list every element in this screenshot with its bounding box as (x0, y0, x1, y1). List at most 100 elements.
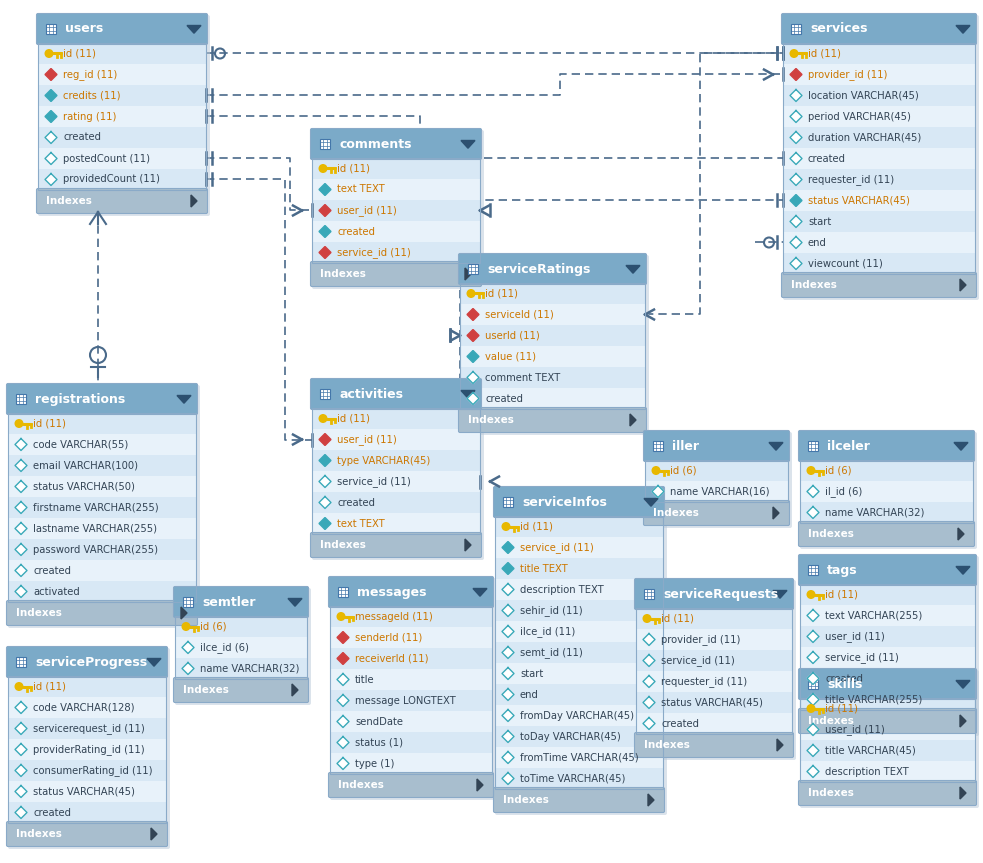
Polygon shape (292, 684, 298, 696)
Polygon shape (319, 496, 331, 508)
Text: id (6): id (6) (825, 465, 851, 476)
Bar (636, 713, 792, 734)
Polygon shape (502, 563, 514, 575)
Text: created: created (337, 497, 375, 507)
Text: service_id (11): service_id (11) (661, 655, 734, 666)
Bar (808, 679, 818, 689)
Polygon shape (807, 723, 819, 735)
Bar (38, 148, 206, 169)
Bar (783, 253, 975, 274)
Polygon shape (467, 330, 479, 342)
Text: password VARCHAR(255): password VARCHAR(255) (33, 545, 158, 555)
Circle shape (318, 164, 327, 173)
Polygon shape (467, 393, 479, 405)
Bar (46, 24, 56, 34)
FancyBboxPatch shape (458, 254, 647, 285)
Circle shape (467, 289, 476, 298)
Text: Indexes: Indexes (653, 508, 699, 518)
Text: activities: activities (339, 387, 403, 400)
Bar (16, 657, 26, 667)
Polygon shape (643, 696, 655, 709)
Bar (330, 711, 492, 732)
Polygon shape (45, 173, 57, 186)
Polygon shape (15, 481, 27, 493)
Text: postedCount (11): postedCount (11) (63, 154, 150, 163)
Text: Indexes: Indexes (16, 829, 62, 839)
Bar (791, 24, 801, 34)
FancyBboxPatch shape (644, 431, 789, 462)
Polygon shape (630, 414, 636, 426)
FancyBboxPatch shape (174, 587, 309, 618)
Polygon shape (958, 528, 964, 540)
Text: location VARCHAR(45): location VARCHAR(45) (808, 91, 919, 100)
Polygon shape (337, 673, 349, 685)
Bar (495, 663, 663, 684)
Bar (783, 43, 975, 274)
Text: code VARCHAR(55): code VARCHAR(55) (33, 439, 128, 450)
Polygon shape (807, 694, 819, 705)
Polygon shape (773, 590, 787, 598)
Polygon shape (954, 443, 968, 450)
Bar (636, 650, 792, 671)
Bar (8, 476, 196, 497)
Polygon shape (15, 438, 27, 450)
Polygon shape (45, 131, 57, 143)
Text: user_id (11): user_id (11) (825, 631, 885, 642)
Polygon shape (790, 173, 802, 186)
Circle shape (318, 414, 327, 423)
FancyBboxPatch shape (328, 576, 493, 608)
FancyBboxPatch shape (798, 669, 976, 700)
Bar (460, 346, 645, 367)
Text: ilce_id (6): ilce_id (6) (200, 642, 249, 653)
Bar (330, 690, 492, 711)
Text: provider_id (11): provider_id (11) (661, 634, 740, 645)
Text: service_id (11): service_id (11) (337, 476, 411, 487)
Bar (800, 689, 975, 710)
Text: toDay VARCHAR(45): toDay VARCHAR(45) (520, 732, 620, 741)
Text: title VARCHAR(45): title VARCHAR(45) (825, 746, 916, 755)
FancyBboxPatch shape (495, 488, 667, 815)
Text: id (11): id (11) (520, 521, 552, 532)
Text: messageId (11): messageId (11) (355, 612, 433, 621)
FancyBboxPatch shape (8, 648, 170, 849)
Bar (460, 283, 645, 304)
Bar (16, 394, 26, 404)
FancyBboxPatch shape (36, 188, 207, 213)
Text: Indexes: Indexes (808, 788, 854, 798)
FancyBboxPatch shape (783, 15, 979, 300)
Polygon shape (465, 539, 471, 551)
Bar (495, 579, 663, 600)
Text: provider_id (11): provider_id (11) (808, 69, 888, 80)
FancyBboxPatch shape (311, 532, 482, 557)
FancyBboxPatch shape (634, 733, 793, 758)
Polygon shape (319, 455, 331, 467)
Polygon shape (648, 794, 654, 806)
Bar (175, 658, 307, 679)
Polygon shape (807, 765, 819, 778)
Polygon shape (288, 599, 302, 606)
Bar (495, 642, 663, 663)
Text: id (11): id (11) (825, 703, 858, 714)
Bar (636, 671, 792, 692)
Text: service_id (11): service_id (11) (825, 652, 898, 663)
Text: name VARCHAR(32): name VARCHAR(32) (200, 664, 300, 673)
Text: start: start (808, 217, 832, 226)
Bar (495, 684, 663, 705)
Text: Indexes: Indexes (808, 716, 854, 726)
Text: Indexes: Indexes (320, 269, 366, 279)
Text: Indexes: Indexes (644, 740, 690, 750)
Polygon shape (337, 758, 349, 770)
Text: lastname VARCHAR(255): lastname VARCHAR(255) (33, 524, 157, 533)
Bar (800, 605, 975, 626)
Bar (8, 676, 166, 697)
Text: sehir_id (11): sehir_id (11) (520, 605, 583, 616)
Polygon shape (807, 631, 819, 642)
Bar (495, 516, 663, 537)
FancyBboxPatch shape (175, 588, 311, 705)
Circle shape (15, 682, 24, 691)
Polygon shape (15, 501, 27, 513)
Text: created: created (485, 394, 523, 404)
Text: created: created (825, 673, 863, 683)
Text: text TEXT: text TEXT (337, 185, 384, 194)
Bar (320, 139, 330, 149)
